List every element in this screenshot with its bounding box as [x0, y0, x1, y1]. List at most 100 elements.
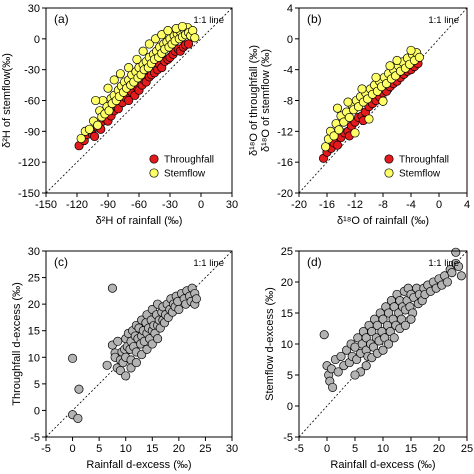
x-tick-label: -90 [100, 199, 116, 211]
y-tick-label: -150 [18, 188, 40, 200]
data-point [90, 131, 100, 142]
legend: Throughfall Stemflow [384, 154, 449, 180]
data-point [131, 358, 141, 368]
data-point [372, 320, 382, 330]
data-point [378, 345, 388, 355]
y-tick-label: 0 [287, 34, 293, 46]
plot-frame [45, 250, 233, 438]
y-tick-label: 5 [34, 379, 40, 391]
y-tick-label: 4 [287, 3, 293, 15]
data-point [121, 371, 131, 381]
data-point [132, 54, 142, 64]
x-tick-label: 15 [146, 443, 158, 455]
x-tick-label: 0 [70, 443, 76, 455]
legend: Throughfall Stemflow [149, 154, 214, 180]
data-point [174, 304, 184, 315]
panel-d: -5 0 5 10 15 20 25 -5 0 5 10 15 20 25 (d) 1:1 line Rainf… [264, 246, 473, 471]
legend-label: Throughfall [399, 155, 449, 166]
one-to-one-label: 1:1 line [193, 258, 224, 269]
data-point [84, 124, 94, 134]
x-tick-label: 15 [405, 443, 417, 455]
x-tick-label: -60 [131, 199, 147, 211]
y-tick-label: 10 [28, 352, 40, 364]
data-point [350, 128, 360, 138]
data-point [343, 97, 353, 107]
data-point [115, 69, 125, 79]
x-tick-label: 30 [226, 443, 238, 455]
x-tick-label: 20 [173, 443, 185, 455]
y-axis-label: δ¹⁸O of throughfall (‰) [248, 45, 260, 156]
y-tick-label: 30 [28, 246, 40, 258]
data-point [342, 345, 352, 355]
legend-label: Throughfall [164, 155, 214, 166]
x-tick-label: 5 [96, 443, 102, 455]
panel-c: -5 0 5 10 15 20 25 30 -5 0 5 10 15 20 25 30 (c) 1:1 line R… [11, 246, 238, 471]
data-point [319, 330, 329, 340]
x-tick-label: 20 [433, 443, 445, 455]
x-tick-label: -5 [41, 443, 51, 455]
data-point [124, 95, 134, 106]
x-tick-label: -30 [162, 199, 178, 211]
data-point [385, 61, 395, 71]
y-tick-label: 30 [28, 3, 40, 15]
panel-label: (a) [54, 12, 69, 26]
data-point [76, 133, 86, 144]
y-tick-label: -90 [24, 126, 40, 138]
y-tick-label: -60 [24, 96, 40, 108]
x-tick-label: -8 [378, 199, 388, 211]
data-point [361, 361, 371, 371]
data-point [138, 46, 148, 56]
data-point [454, 261, 464, 272]
x-tick-label: 0 [324, 443, 330, 455]
data-point [329, 131, 339, 141]
data-point [357, 84, 367, 94]
x-axis-label: δ¹⁸O of rainfall (‰) [337, 215, 429, 227]
legend-label: Stemflow [164, 169, 206, 180]
series-stemflow [321, 45, 424, 152]
y-axis-label: δ²H of stemflow(‰) [1, 53, 13, 148]
x-tick-label: 10 [377, 443, 389, 455]
data-point [378, 96, 388, 106]
data-point [334, 125, 344, 135]
data-point [332, 103, 343, 113]
x-tick-label: 0 [198, 199, 204, 211]
y-tick-label: -12 [277, 126, 293, 138]
data-point [157, 30, 167, 40]
data-point [392, 55, 402, 65]
data-point [364, 114, 374, 124]
series-throughfall [318, 58, 423, 163]
panel-label: (b) [307, 12, 322, 26]
panel-label: (d) [307, 255, 322, 269]
data-point [456, 271, 466, 281]
data-point [333, 367, 343, 377]
data-point [74, 384, 84, 394]
x-tick-label: 5 [352, 443, 358, 455]
data-point [68, 353, 78, 363]
data-point [153, 334, 163, 344]
data-point [107, 283, 117, 293]
data-point [177, 21, 187, 32]
data-point [124, 63, 134, 73]
y-tick-label: 15 [28, 326, 40, 338]
x-tick-label: 25 [199, 443, 211, 455]
y-tick-label: -4 [283, 65, 293, 77]
data-point [371, 72, 381, 82]
x-tick-label: 4 [464, 199, 470, 211]
x-tick-label: -12 [347, 199, 363, 211]
y-tick-label: 0 [34, 405, 40, 417]
x-tick-label: 10 [120, 443, 132, 455]
data-point [150, 34, 161, 44]
data-point [367, 327, 377, 337]
x-tick-label: -150 [35, 199, 57, 211]
y-tick-label: -20 [277, 188, 293, 200]
y-tick-label: -5 [30, 432, 40, 444]
data-point [414, 52, 424, 62]
data-point [102, 360, 112, 370]
data-point [184, 39, 194, 49]
x-tick-label: 30 [226, 199, 238, 211]
series-points [68, 283, 201, 423]
one-to-one-label: 1:1 line [193, 15, 224, 26]
legend-marker [384, 154, 394, 164]
data-point [384, 308, 394, 318]
